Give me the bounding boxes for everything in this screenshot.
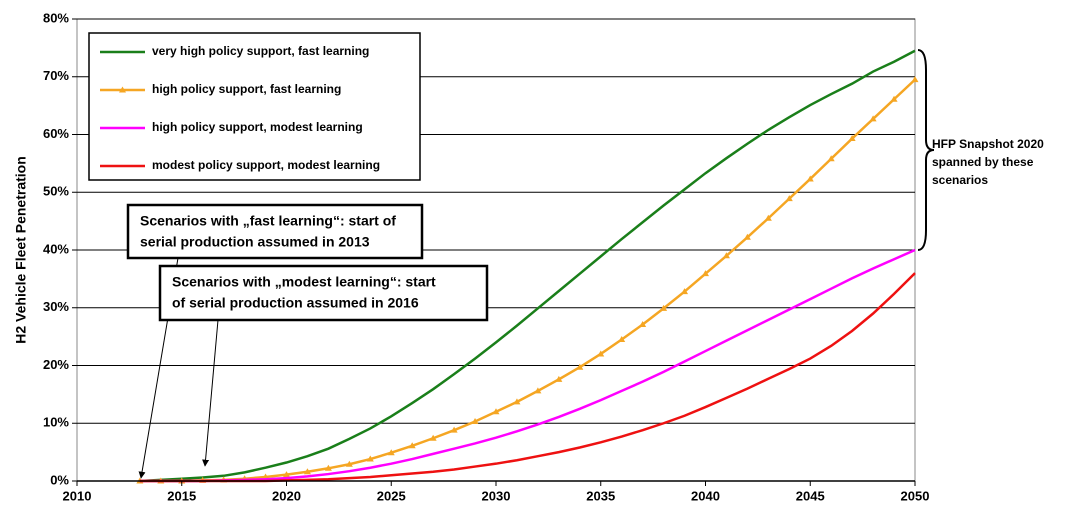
point-marker xyxy=(366,455,374,462)
series-line xyxy=(139,248,916,483)
point-marker xyxy=(471,418,479,425)
x-tick-label: 2050 xyxy=(901,488,930,503)
point-marker xyxy=(345,460,353,467)
legend-label: modest policy support, modest learning xyxy=(152,158,380,172)
point-marker xyxy=(408,442,416,449)
point-marker xyxy=(660,304,668,311)
y-tick-label: 60% xyxy=(43,126,69,141)
x-tick-label: 2035 xyxy=(586,488,615,503)
point-marker xyxy=(848,135,856,142)
series-line xyxy=(139,78,916,483)
point-marker xyxy=(681,288,689,295)
y-axis-label: H2 Vehicle Fleet Penetration xyxy=(13,156,29,344)
y-tick-label: 30% xyxy=(43,299,69,314)
annotation-text: of serial production assumed in 2016 xyxy=(172,295,419,311)
point-marker xyxy=(785,195,793,202)
point-marker xyxy=(492,408,500,415)
point-marker xyxy=(702,270,709,277)
annotation-text: spanned by these xyxy=(932,155,1034,169)
annotation-text: Scenarios with „modest learning“: start xyxy=(172,274,436,290)
point-marker xyxy=(576,363,584,370)
x-tick-label: 2025 xyxy=(377,488,406,503)
legend-marker xyxy=(119,86,126,93)
x-tick-label: 2010 xyxy=(63,488,92,503)
legend xyxy=(88,32,421,181)
point-marker xyxy=(639,320,647,327)
annotation-text: serial production assumed in 2013 xyxy=(140,234,370,250)
point-marker xyxy=(303,468,311,475)
annotation-box xyxy=(126,203,424,260)
y-tick-label: 20% xyxy=(43,357,69,372)
point-marker xyxy=(429,434,437,441)
point-marker xyxy=(450,426,458,433)
x-tick-label: 2030 xyxy=(482,488,511,503)
y-tick-label: 40% xyxy=(43,241,69,256)
point-marker xyxy=(827,155,835,162)
annotation-text: Scenarios with „fast learning“: start of xyxy=(140,213,396,229)
annotation-arrow xyxy=(202,319,219,467)
point-marker xyxy=(722,252,730,259)
y-tick-label: 0% xyxy=(50,472,69,487)
point-marker xyxy=(911,76,919,83)
x-tick-label: 2015 xyxy=(167,488,196,503)
x-tick-label: 2020 xyxy=(272,488,301,503)
point-marker xyxy=(890,95,898,102)
x-tick-label: 2045 xyxy=(796,488,825,503)
legend-label: high policy support, fast learning xyxy=(152,82,341,96)
y-tick-label: 10% xyxy=(43,415,69,430)
point-marker xyxy=(513,398,521,405)
point-marker xyxy=(387,449,395,456)
point-marker xyxy=(283,471,290,478)
annotation-box xyxy=(158,264,489,322)
point-marker xyxy=(764,214,772,221)
y-tick-label: 50% xyxy=(43,184,69,199)
legend-label: high policy support, modest learning xyxy=(152,120,363,134)
point-marker xyxy=(324,464,332,471)
annotation-text: scenarios xyxy=(932,173,988,187)
legend-label: very high policy support, fast learning xyxy=(152,44,369,58)
point-marker xyxy=(597,350,605,357)
point-marker xyxy=(869,115,877,122)
point-marker xyxy=(618,336,626,343)
annotation-text: HFP Snapshot 2020 xyxy=(932,137,1044,151)
y-tick-label: 80% xyxy=(43,10,69,25)
point-marker xyxy=(743,233,751,240)
x-tick-label: 2040 xyxy=(691,488,720,503)
point-marker xyxy=(555,375,563,382)
series-line xyxy=(139,49,916,483)
brace xyxy=(917,49,935,251)
point-marker xyxy=(534,387,542,394)
point-marker xyxy=(806,175,814,182)
y-tick-label: 70% xyxy=(43,68,69,83)
